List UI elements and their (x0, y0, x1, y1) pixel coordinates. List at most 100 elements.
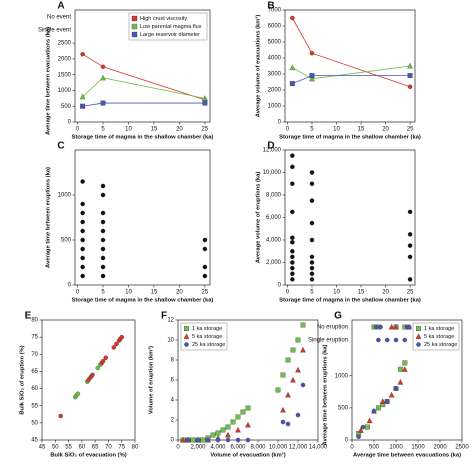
marker (202, 100, 208, 106)
marker (80, 228, 85, 234)
x-tick-label: 5 (310, 290, 314, 296)
x-tick-label: 80 (132, 445, 139, 451)
y-tick-label: 2500 (58, 41, 72, 47)
x-tick-label: 25 (407, 290, 414, 296)
marker (95, 365, 101, 371)
marker (90, 372, 95, 378)
panel-label: D (267, 141, 274, 152)
marker (114, 341, 119, 347)
marker (309, 260, 315, 265)
marker (285, 421, 291, 427)
y-axis-label: Average volume of eruptions (ka) (256, 172, 262, 264)
y-tick-label: 55 (31, 403, 38, 409)
x-axis-label: Storage time of magma in the shallow cha… (279, 298, 421, 304)
marker (300, 382, 306, 388)
marker (407, 277, 413, 282)
marker (371, 408, 377, 414)
x-tick-label: 0 (76, 290, 80, 296)
marker (309, 75, 315, 82)
y-tick-label: 10 (167, 338, 174, 344)
marker (100, 100, 106, 106)
marker (210, 432, 216, 438)
y-category-label: Single event (38, 28, 71, 34)
x-tick-label: 5 (101, 127, 105, 133)
marker (407, 73, 413, 79)
y-tick-label: 12,000 (263, 148, 282, 154)
marker (373, 324, 379, 330)
marker (80, 51, 85, 57)
x-tick-label: 15 (358, 127, 365, 133)
x-tick-label: 60 (79, 445, 86, 451)
marker (407, 209, 413, 215)
marker (80, 264, 85, 270)
marker (407, 232, 413, 237)
marker (100, 237, 106, 243)
y-axis-label: Volume of eruption (km³) (148, 346, 155, 414)
marker (80, 201, 85, 207)
marker (185, 437, 191, 443)
legend-swatch (184, 326, 189, 331)
marker (290, 347, 296, 353)
series-line (82, 77, 205, 99)
marker (309, 277, 315, 282)
y-tick-label: 8,000 (266, 193, 282, 199)
x-tick-label: 15 (151, 127, 158, 133)
marker (290, 209, 295, 215)
x-tick-label: 0 (350, 445, 354, 451)
marker (397, 366, 403, 372)
marker (290, 153, 295, 158)
marker (309, 237, 315, 243)
plot-frame (74, 9, 211, 123)
x-tick-label: 70 (105, 445, 112, 451)
marker (205, 437, 211, 443)
marker (309, 181, 315, 186)
y-tick-label: 2,000 (266, 260, 282, 266)
panel-label: E (25, 311, 32, 322)
marker (290, 248, 295, 254)
x-tick-label: 20 (176, 290, 183, 296)
marker (290, 265, 295, 271)
marker (86, 377, 91, 383)
x-tick-label: 25 (202, 290, 209, 296)
y-tick-label: 0 (278, 283, 282, 289)
plot-frame (351, 319, 463, 441)
y-tick-label: 8 (171, 358, 175, 364)
y-tick-label: 2000 (268, 88, 282, 94)
x-tick-label: 0 (176, 445, 180, 451)
marker (285, 357, 291, 363)
legend-swatch (183, 333, 190, 339)
marker (295, 412, 301, 418)
marker (225, 424, 231, 430)
legend-label: 25 ka storage (424, 342, 457, 348)
marker (225, 431, 231, 438)
marker (202, 273, 208, 279)
marker (58, 413, 63, 419)
marker (290, 254, 295, 260)
legend-label: Large reservoir diameter (140, 32, 200, 38)
x-tick-label: 10 (333, 127, 340, 133)
x-tick-label: 2,000 (190, 445, 206, 451)
marker (375, 405, 381, 411)
marker (407, 84, 413, 90)
marker (406, 324, 412, 330)
marker (290, 376, 296, 383)
legend-box (128, 12, 208, 41)
marker (80, 210, 85, 216)
marker (388, 391, 395, 398)
y-tick-label: 1000 (58, 88, 72, 94)
marker (180, 436, 186, 443)
y-tick-label: 50 (31, 420, 38, 426)
marker (285, 391, 291, 398)
x-tick-label: 0 (286, 290, 290, 296)
marker (215, 437, 221, 443)
legend-swatch (184, 342, 189, 347)
marker (103, 355, 109, 360)
y-tick-label: 1500 (58, 72, 72, 78)
x-tick-label: 500 (369, 445, 380, 451)
y-tick-label: 6000 (268, 24, 282, 30)
marker (290, 164, 295, 170)
marker (100, 210, 106, 216)
x-tick-label: 15 (151, 290, 158, 296)
marker (80, 273, 85, 279)
marker (407, 243, 413, 248)
